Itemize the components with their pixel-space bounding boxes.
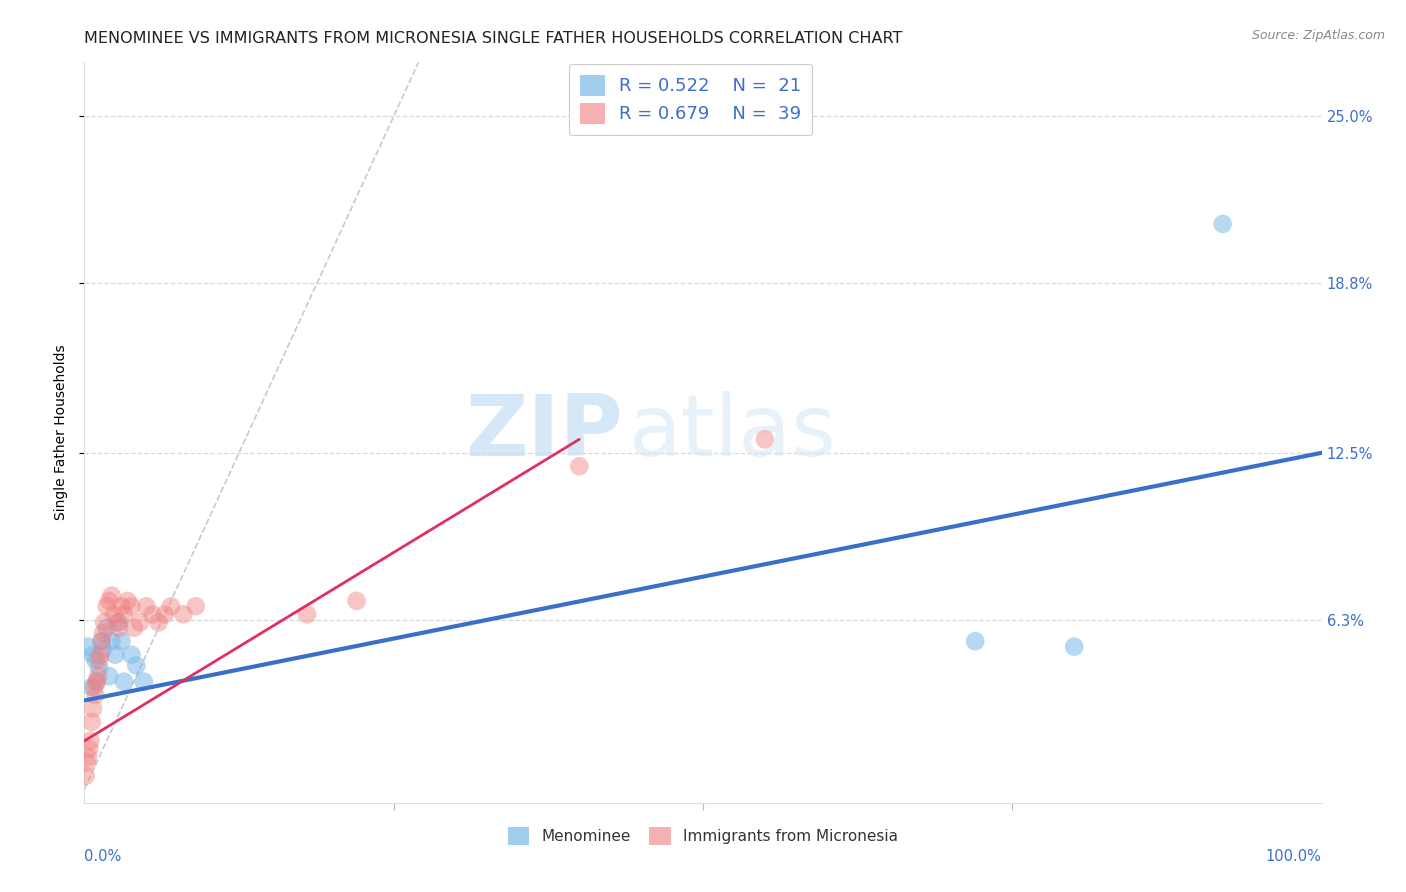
- Point: [82, 701, 104, 715]
- Point: [96, 599, 118, 614]
- Text: 100.0%: 100.0%: [1265, 848, 1322, 863]
- Point: [122, 621, 145, 635]
- Text: MENOMINEE VS IMMIGRANTS FROM MICRONESIA SINGLE FATHER HOUSEHOLDS CORRELATION CHA: MENOMINEE VS IMMIGRANTS FROM MICRONESIA …: [84, 31, 903, 46]
- Point: [568, 459, 591, 474]
- Point: [129, 615, 152, 630]
- Point: [120, 599, 142, 614]
- Point: [141, 607, 163, 622]
- Point: [76, 756, 98, 770]
- Point: [184, 599, 207, 614]
- Point: [108, 615, 131, 630]
- Legend: Menominee, Immigrants from Micronesia: Menominee, Immigrants from Micronesia: [502, 821, 904, 851]
- Point: [84, 688, 107, 702]
- Point: [83, 680, 105, 694]
- Point: [90, 634, 112, 648]
- Point: [108, 621, 131, 635]
- Point: [93, 615, 115, 630]
- Point: [132, 674, 155, 689]
- Point: [89, 653, 111, 667]
- Point: [82, 648, 104, 662]
- Point: [98, 594, 121, 608]
- Point: [110, 634, 132, 648]
- Point: [110, 599, 132, 614]
- Point: [100, 634, 122, 648]
- Point: [79, 742, 101, 756]
- Point: [754, 433, 776, 447]
- Point: [77, 640, 100, 654]
- Point: [104, 648, 127, 662]
- Point: [1063, 640, 1085, 654]
- Point: [86, 674, 108, 689]
- Point: [75, 769, 97, 783]
- Point: [89, 661, 111, 675]
- Point: [91, 626, 114, 640]
- Point: [117, 594, 139, 608]
- Point: [80, 680, 103, 694]
- Point: [120, 648, 142, 662]
- Point: [153, 607, 176, 622]
- Point: [965, 634, 987, 648]
- Point: [1212, 217, 1234, 231]
- Point: [295, 607, 318, 622]
- Text: 0.0%: 0.0%: [84, 848, 121, 863]
- Point: [148, 615, 170, 630]
- Text: atlas: atlas: [628, 391, 837, 475]
- Point: [84, 653, 107, 667]
- Point: [77, 750, 100, 764]
- Point: [80, 714, 103, 729]
- Point: [160, 599, 183, 614]
- Point: [105, 615, 128, 630]
- Point: [125, 658, 148, 673]
- Point: [86, 674, 108, 689]
- Point: [90, 634, 112, 648]
- Text: Source: ZipAtlas.com: Source: ZipAtlas.com: [1251, 29, 1385, 42]
- Point: [91, 642, 114, 657]
- Point: [112, 607, 135, 622]
- Point: [87, 669, 110, 683]
- Point: [100, 589, 122, 603]
- Point: [346, 594, 368, 608]
- Point: [98, 669, 121, 683]
- Point: [89, 648, 111, 662]
- Point: [112, 674, 135, 689]
- Y-axis label: Single Father Households: Single Father Households: [55, 345, 69, 520]
- Point: [79, 734, 101, 748]
- Point: [172, 607, 194, 622]
- Point: [103, 607, 125, 622]
- Text: ZIP: ZIP: [465, 391, 623, 475]
- Point: [96, 621, 118, 635]
- Point: [135, 599, 157, 614]
